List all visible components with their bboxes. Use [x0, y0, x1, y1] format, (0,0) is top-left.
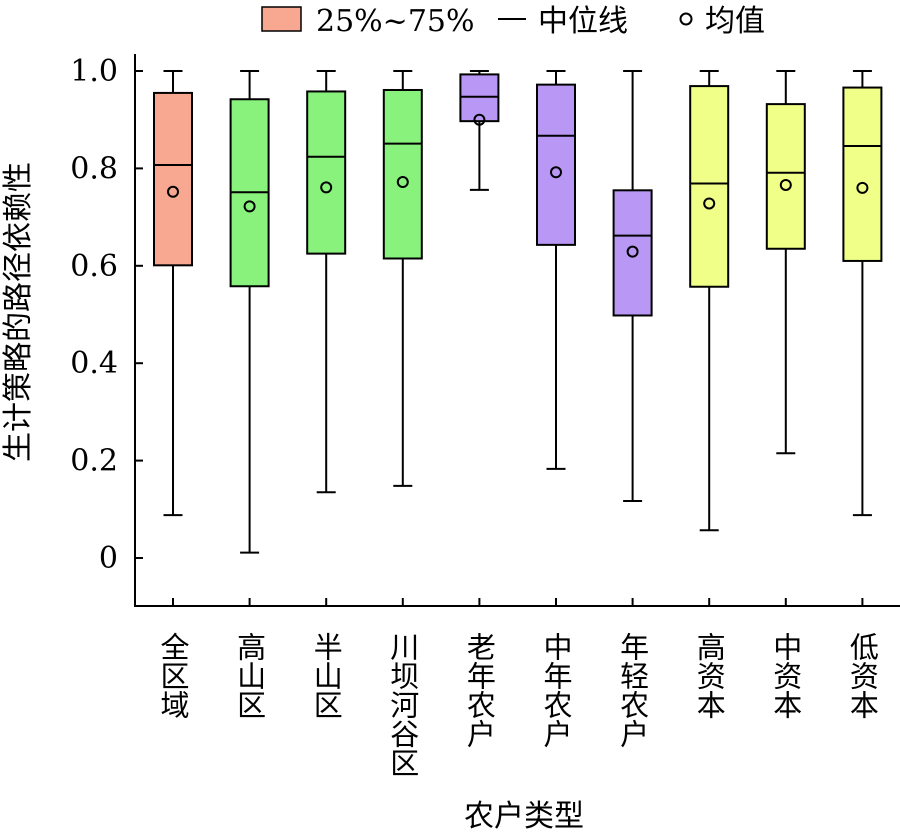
x-category-label: 低资本 [845, 632, 879, 719]
x-category-label: 全区域 [156, 632, 190, 719]
x-category-label: 高资本 [692, 632, 726, 719]
iqr-box [612, 189, 653, 317]
mean-marker [703, 197, 716, 210]
box-4 [459, 70, 500, 606]
y-axis-title: 生计策略的路径依赖性 [1, 162, 36, 462]
iqr-box [153, 91, 193, 267]
box-2 [306, 70, 347, 606]
iqr-box [842, 86, 883, 262]
x-category-label: 高山区 [233, 632, 267, 719]
legend: 25%~75% 中位线 均值 [261, 4, 765, 39]
y-tick-label: 0.4 [70, 346, 118, 381]
iqr-box [765, 103, 806, 250]
y-tick-label: 1.0 [70, 54, 118, 89]
legend-mean-marker [679, 12, 693, 26]
mean-marker [167, 185, 179, 198]
x-category-label: 川坝河谷区 [386, 632, 420, 777]
x-category-label: 老年农户 [462, 632, 496, 748]
box-3 [382, 70, 423, 606]
iqr-box [382, 88, 423, 260]
x-axis-title: 农户类型 [464, 799, 584, 834]
iqr-box [689, 85, 730, 288]
iqr-box [306, 90, 347, 255]
x-category-label: 半山区 [309, 632, 343, 719]
boxes-layer [153, 70, 883, 606]
legend-mean-label: 均值 [705, 4, 765, 39]
legend-iqr-label: 25%~75% [316, 4, 475, 39]
mean-marker [550, 166, 562, 179]
x-category-label: 中年农户 [539, 632, 573, 748]
iqr-box [536, 83, 576, 246]
box-5 [536, 70, 576, 606]
box-9 [842, 70, 883, 606]
mean-marker [856, 181, 869, 194]
x-category-labels: 全区域 高山区 半山区 川坝河谷区 老年农户 中年农户 年轻农户 高资本 中资本 低资本 [156, 632, 879, 777]
mean-marker [779, 178, 792, 191]
box-8 [765, 70, 806, 606]
mean-marker [473, 113, 486, 126]
box-1 [229, 70, 270, 606]
box-6 [612, 70, 653, 606]
box-7 [689, 70, 730, 606]
y-tick-label: 0 [99, 541, 118, 576]
mean-marker [626, 245, 639, 258]
mean-marker [396, 176, 409, 189]
mean-marker [320, 181, 333, 194]
x-category-label: 年轻农户 [616, 632, 650, 748]
y-tick-label: 0.8 [70, 151, 118, 186]
y-tick-label: 0.2 [70, 444, 118, 479]
x-category-label: 中资本 [769, 632, 803, 719]
mean-marker [243, 200, 256, 213]
legend-median-label: 中位线 [538, 4, 628, 39]
y-ticks: 0 0.2 0.4 0.6 0.8 1.0 [70, 54, 143, 576]
box-0 [153, 70, 193, 606]
y-tick-label: 0.6 [70, 249, 118, 284]
legend-iqr-swatch [261, 6, 302, 32]
